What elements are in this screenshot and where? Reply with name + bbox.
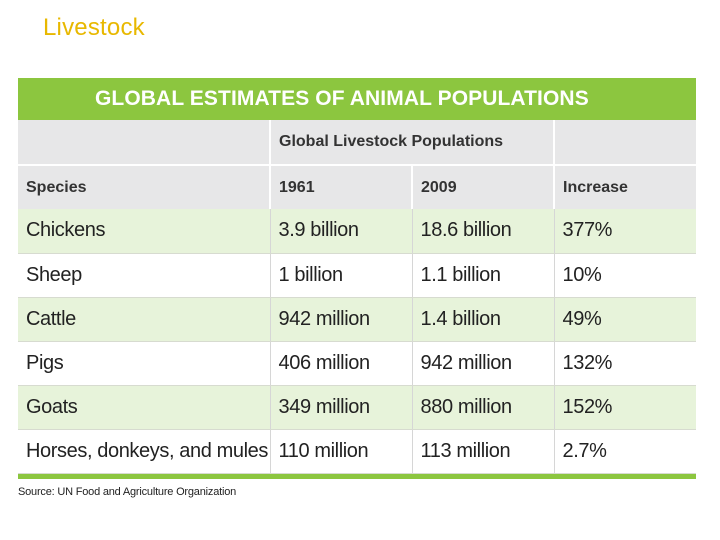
cell-species: Cattle — [18, 297, 271, 342]
group-header-label: Global Livestock Populations — [270, 120, 556, 166]
cell-2009: 880 million — [412, 385, 555, 430]
column-header-species: Species — [18, 165, 271, 209]
group-header-blank — [18, 120, 271, 166]
cell-increase: 152% — [554, 385, 697, 430]
cell-increase: 10% — [554, 253, 697, 298]
table-bottom-rule — [18, 473, 696, 479]
slide-title: Livestock — [43, 14, 145, 41]
population-table: GLOBAL ESTIMATES OF ANIMAL POPULATIONS G… — [18, 78, 697, 479]
column-header-increase: Increase — [554, 165, 697, 209]
table-banner-title: GLOBAL ESTIMATES OF ANIMAL POPULATIONS — [18, 78, 696, 120]
column-header-row: Species 1961 2009 Increase — [18, 165, 697, 209]
group-header-row: Global Livestock Populations — [18, 120, 697, 166]
cell-increase: 377% — [554, 209, 697, 254]
cell-2009: 1.1 billion — [412, 253, 555, 298]
cell-increase: 49% — [554, 297, 697, 342]
cell-increase: 2.7% — [554, 429, 697, 474]
table-row: Pigs 406 million 942 million 132% — [18, 341, 697, 386]
source-note: Source: UN Food and Agriculture Organiza… — [18, 486, 237, 498]
cell-1961: 1 billion — [270, 253, 413, 298]
cell-1961: 942 million — [270, 297, 413, 342]
table-row: Chickens 3.9 billion 18.6 billion 377% — [18, 209, 697, 254]
table-row: Cattle 942 million 1.4 billion 49% — [18, 297, 697, 342]
column-header-2009: 2009 — [412, 165, 556, 209]
cell-species: Horses, donkeys, and mules — [18, 429, 271, 474]
cell-species: Pigs — [18, 341, 271, 386]
group-header-blank-right — [554, 120, 697, 166]
cell-1961: 349 million — [270, 385, 413, 430]
table-row: Sheep 1 billion 1.1 billion 10% — [18, 253, 697, 298]
cell-1961: 3.9 billion — [270, 209, 413, 254]
cell-species: Goats — [18, 385, 271, 430]
cell-1961: 110 million — [270, 429, 413, 474]
cell-species: Sheep — [18, 253, 271, 298]
table-row: Horses, donkeys, and mules 110 million 1… — [18, 429, 697, 474]
cell-species: Chickens — [18, 209, 271, 254]
cell-1961: 406 million — [270, 341, 413, 386]
table-row: Goats 349 million 880 million 152% — [18, 385, 697, 430]
cell-2009: 18.6 billion — [412, 209, 555, 254]
column-header-1961: 1961 — [270, 165, 413, 209]
cell-increase: 132% — [554, 341, 697, 386]
cell-2009: 113 million — [412, 429, 555, 474]
cell-2009: 942 million — [412, 341, 555, 386]
data-table: Global Livestock Populations Species 196… — [18, 120, 697, 474]
cell-2009: 1.4 billion — [412, 297, 555, 342]
